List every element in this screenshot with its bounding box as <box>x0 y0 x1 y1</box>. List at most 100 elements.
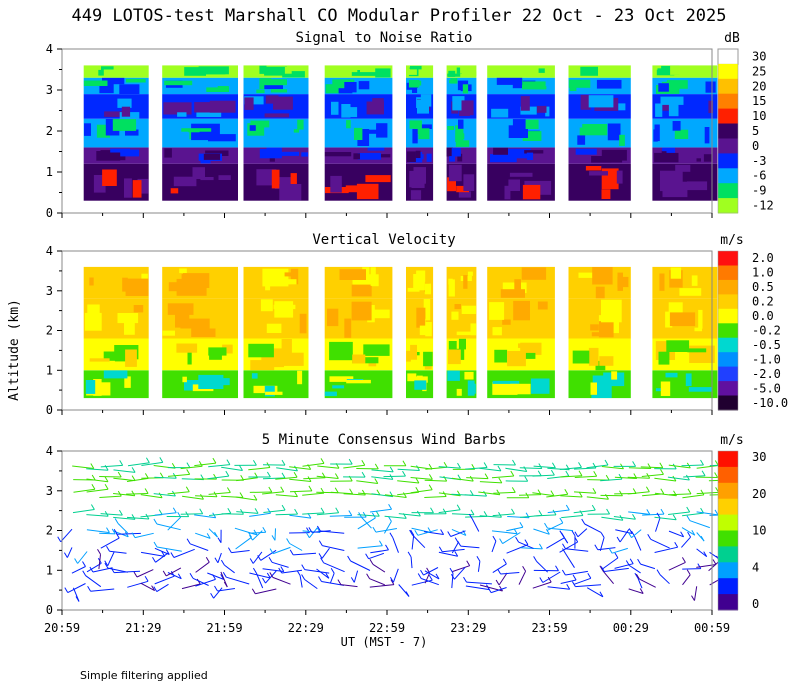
heat-texture-patch <box>351 284 372 297</box>
heat-texture-patch <box>85 380 96 394</box>
heat-texture-patch <box>461 305 476 314</box>
heat-texture-patch <box>102 169 117 186</box>
colorbar-swatch <box>718 578 738 595</box>
wind-barb <box>681 536 691 548</box>
wind-barb <box>565 553 575 568</box>
heat-texture-patch <box>708 100 714 114</box>
heat-texture-patch <box>462 84 469 94</box>
heat-texture-patch <box>518 343 530 348</box>
heat-texture-patch <box>582 124 608 136</box>
colorbar-label: 0.0 <box>752 309 774 323</box>
wind-barb-flag <box>402 470 406 477</box>
wind-barb-flag <box>416 510 421 517</box>
x-tick-label: 21:29 <box>125 621 161 635</box>
colorbar-swatch <box>718 198 738 214</box>
heat-texture-patch <box>293 129 300 133</box>
wind-barb <box>126 493 149 495</box>
wind-barb-flag <box>417 573 422 579</box>
heat-texture-patch <box>324 391 337 397</box>
wind-barb-flag <box>703 551 708 557</box>
heat-texture-patch <box>351 301 372 321</box>
wind-barb <box>410 477 433 480</box>
heat-texture-patch <box>448 349 461 365</box>
y-tick-label: 2 <box>46 324 53 338</box>
heat-texture-patch <box>173 176 197 187</box>
colorbar-swatch <box>718 323 738 339</box>
wind-barb-flag <box>414 530 419 536</box>
wind-barb <box>654 492 677 497</box>
heat-texture-patch <box>423 299 431 321</box>
heat-texture-patch <box>124 178 132 198</box>
wind-barb <box>542 571 561 583</box>
wind-barb <box>479 481 502 484</box>
wind-barb-flag <box>286 538 291 544</box>
heat-texture-patch <box>613 66 620 76</box>
heat-texture-patch <box>187 349 192 365</box>
wind-barb-flag <box>214 585 218 592</box>
wind-barb-flag <box>701 470 706 476</box>
wind-barb-flag <box>614 552 619 559</box>
heat-texture-patch <box>281 339 292 358</box>
wind-barb-flag <box>374 478 379 484</box>
wind-barb <box>236 477 258 482</box>
wind-barb-flag <box>712 559 717 565</box>
colorbar: m/s 2.01.00.50.20.0-0.2-0.5-1.0-2.0-5.0-1… <box>717 233 788 411</box>
heat-texture-patch <box>264 66 287 76</box>
wind-barb <box>423 531 444 535</box>
wind-barb-flag <box>223 581 228 588</box>
wind-barb-flag <box>91 474 96 481</box>
colorbar-swatch <box>718 546 738 563</box>
wind-barb <box>466 477 489 480</box>
colorbar-swatch <box>717 48 739 65</box>
heat-texture-patch <box>665 372 678 378</box>
heat-texture-patch <box>274 279 297 285</box>
wind-barb-flag <box>443 461 448 468</box>
wind-barb-flag <box>632 488 637 494</box>
heat-texture-patch <box>256 169 277 186</box>
wind-barb-flag <box>87 585 92 592</box>
heat-texture-patch <box>596 79 622 89</box>
wind-barb-flag <box>268 486 273 493</box>
wind-barb <box>696 511 719 516</box>
heat-texture-patch <box>409 120 422 129</box>
heat-texture-patch <box>198 66 229 75</box>
wind-barb-flag <box>645 486 650 493</box>
wind-barb-flag <box>700 507 705 514</box>
heat-texture-patch <box>670 65 686 75</box>
wind-barb <box>491 475 514 479</box>
heat-texture-patch <box>489 302 505 320</box>
heat-texture-patch <box>611 371 618 380</box>
wind-barb <box>451 573 454 589</box>
wind-barb-flag <box>592 487 597 494</box>
wind-barb-flag <box>656 512 661 519</box>
colorbar-label: 20 <box>752 79 766 93</box>
wind-barb-flag <box>700 489 705 496</box>
wind-barb-flag <box>389 577 394 583</box>
heat-texture-patch <box>686 181 708 191</box>
heat-texture-patch <box>451 311 459 320</box>
wind-barb-flag <box>660 488 665 494</box>
colorbar-label: 0.2 <box>752 295 774 309</box>
colorbar-swatch <box>718 183 738 199</box>
wind-barb-flag <box>133 571 138 578</box>
wind-barb-flag <box>443 475 448 482</box>
wind-barb <box>304 579 318 590</box>
wind-barb <box>683 475 706 478</box>
wind-barb <box>601 516 623 521</box>
heat-texture-patch <box>666 340 690 352</box>
wind-barb <box>60 528 73 543</box>
heat-texture-patch <box>290 173 297 195</box>
heat-texture-patch <box>99 83 114 94</box>
wind-barb <box>141 551 165 557</box>
wind-barb-flag <box>266 572 271 579</box>
heat-texture-patch <box>133 305 144 313</box>
wind-barb <box>682 568 701 570</box>
heat-texture-patch <box>117 313 139 324</box>
wind-barb-flag <box>334 487 339 494</box>
wind-barb-flag <box>348 458 353 465</box>
wind-barb <box>195 561 210 573</box>
wind-barb <box>639 578 656 588</box>
wind-barb <box>275 494 298 498</box>
wind-barb-flag <box>511 487 516 493</box>
wind-barb-flag <box>499 538 504 544</box>
